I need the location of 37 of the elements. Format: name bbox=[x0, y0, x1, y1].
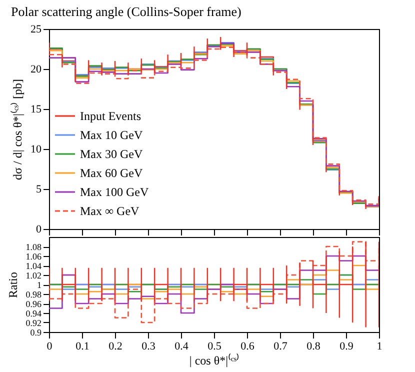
y-tick-label: 1.04 bbox=[26, 261, 42, 271]
x-tick-label: 0.8 bbox=[306, 340, 321, 352]
x-axis-title: | cos θ*|⁽ᶜˢ⁾ bbox=[189, 354, 240, 368]
x-tick-label: 0.1 bbox=[76, 340, 90, 352]
y-tick-label: 0.96 bbox=[26, 299, 42, 309]
x-tick-label: 0.5 bbox=[208, 340, 222, 352]
x-tick-label: 0.7 bbox=[274, 340, 288, 352]
y-tick-label: 15 bbox=[30, 104, 42, 116]
legend-label: Input Events bbox=[80, 109, 142, 123]
chart-title: Polar scattering angle (Collins-Soper frame) bbox=[11, 4, 242, 19]
x-tick-label: 0.6 bbox=[240, 340, 255, 352]
y-tick-label: 1.08 bbox=[26, 242, 42, 252]
x-tick-label: 0.9 bbox=[340, 340, 354, 352]
y-tick-label: 1.02 bbox=[26, 270, 42, 280]
legend-label: Max 100 GeV bbox=[80, 185, 149, 199]
y-tick-label: 0.9 bbox=[30, 328, 42, 338]
x-tick-label: 1 bbox=[376, 340, 382, 352]
x-tick-label: 0.3 bbox=[142, 340, 156, 352]
y-axis-title: dσ / d| cos θ*|⁽ᶜˢ⁾ [pb] bbox=[10, 79, 24, 180]
legend-label: Max 10 GeV bbox=[80, 128, 143, 142]
x-tick-label: 0.4 bbox=[174, 340, 189, 352]
y-tick-label: 1 bbox=[37, 280, 42, 290]
y-tick-label: 0.98 bbox=[26, 290, 42, 300]
legend-label: Max 60 GeV bbox=[80, 166, 143, 180]
y-tick-label: 20 bbox=[30, 64, 42, 76]
legend-label: Max 30 GeV bbox=[80, 147, 143, 161]
legend-label: Max ∞ GeV bbox=[80, 204, 140, 218]
y-tick-label: 10 bbox=[30, 144, 42, 156]
y-tick-label: 1.06 bbox=[26, 252, 42, 262]
y-tick-label: 5 bbox=[36, 184, 42, 196]
y-axis-title: Ratio bbox=[6, 272, 20, 298]
x-tick-label: 0.2 bbox=[108, 340, 122, 352]
y-tick-label: 0 bbox=[36, 224, 42, 236]
x-tick-label: 0 bbox=[46, 340, 53, 352]
y-tick-label: 0.94 bbox=[26, 308, 42, 318]
y-tick-label: 25 bbox=[30, 24, 42, 36]
y-tick-label: 0.92 bbox=[26, 318, 42, 328]
